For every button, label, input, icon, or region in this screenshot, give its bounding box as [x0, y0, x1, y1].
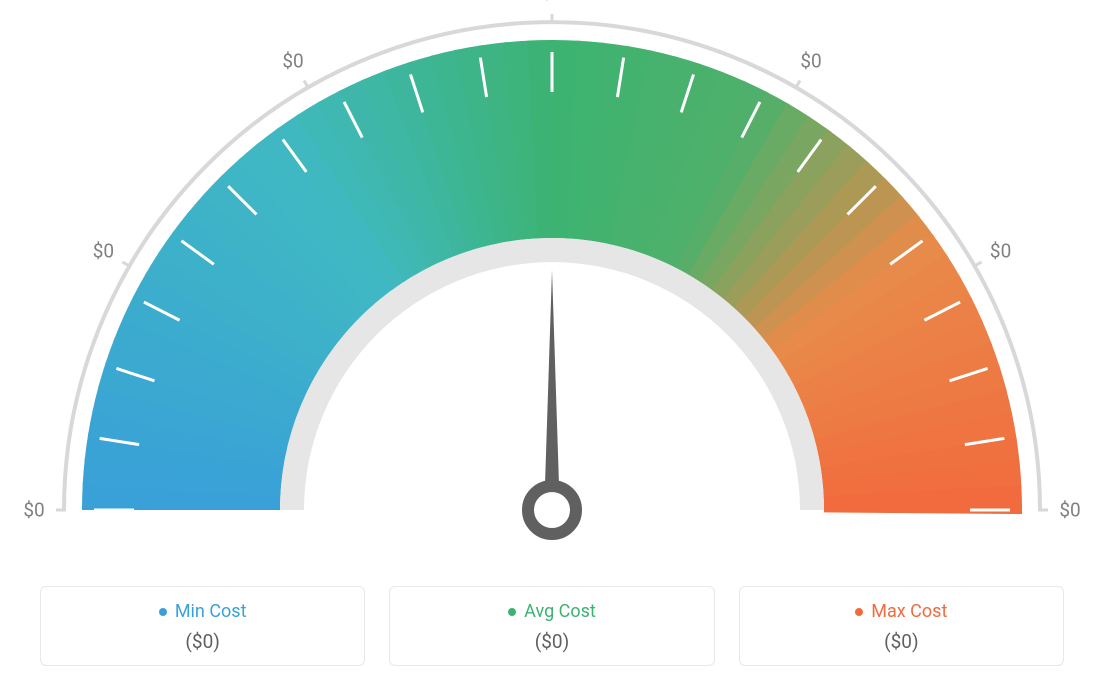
legend-dot-min — [159, 608, 167, 616]
legend-label-avg: Avg Cost — [524, 601, 596, 622]
legend-dot-max — [855, 608, 863, 616]
gauge-tick-label: $0 — [282, 50, 303, 73]
legend-row: Min Cost ($0) Avg Cost ($0) Max Cost ($0… — [40, 586, 1064, 667]
legend-value-avg: ($0) — [402, 630, 701, 653]
legend-card-avg: Avg Cost ($0) — [389, 586, 714, 667]
legend-label-max: Max Cost — [871, 601, 947, 622]
legend-dot-avg — [508, 608, 516, 616]
gauge-tick-label: $0 — [800, 50, 821, 73]
gauge-tick-label: $0 — [1059, 499, 1080, 522]
gauge-chart: $0 $0 $0 $0 $0 $0 $0 — [0, 0, 1104, 560]
gauge-svg — [0, 0, 1104, 560]
legend-card-max: Max Cost ($0) — [739, 586, 1064, 667]
legend-value-min: ($0) — [53, 630, 352, 653]
gauge-tick-label: $0 — [93, 240, 114, 263]
legend-card-min: Min Cost ($0) — [40, 586, 365, 667]
gauge-tick-label: $0 — [990, 240, 1011, 263]
legend-label-min: Min Cost — [175, 601, 247, 622]
gauge-tick-label: $0 — [23, 499, 44, 522]
gauge-tick-label: $0 — [541, 0, 562, 4]
legend-value-max: ($0) — [752, 630, 1051, 653]
